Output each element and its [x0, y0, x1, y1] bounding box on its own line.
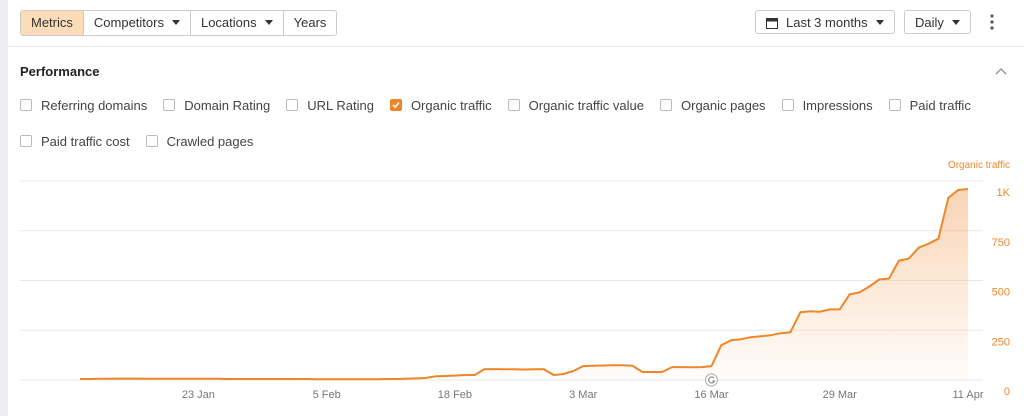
interval-button[interactable]: Daily	[904, 10, 971, 34]
x-tick-label: 29 Mar	[823, 389, 858, 401]
checkbox	[145, 135, 158, 147]
metric-checkbox[interactable]: Paid traffic cost	[20, 131, 130, 151]
tab-group: Metrics Competitors Locations Years	[20, 10, 338, 36]
metric-label: Paid traffic cost	[41, 133, 130, 149]
checkbox	[781, 99, 794, 111]
metric-label: Organic pages	[681, 97, 766, 113]
checkbox	[20, 99, 32, 111]
x-tick-label: 23 Jan	[182, 389, 215, 401]
checkbox	[163, 99, 176, 111]
x-tick-label: 3 Mar	[569, 389, 597, 401]
section-title: Performance	[20, 64, 100, 79]
metric-checkbox[interactable]: Referring domains	[20, 95, 147, 115]
x-tick-label: 18 Feb	[438, 389, 472, 401]
more-menu[interactable]	[989, 14, 995, 30]
metric-checkbox[interactable]: Crawled pages	[145, 131, 254, 151]
x-tick-label: 16 Mar	[694, 389, 729, 401]
divider	[8, 46, 1024, 47]
area	[80, 189, 968, 380]
annotation-marker[interactable]	[704, 373, 718, 387]
y-tick-label: 0	[1004, 386, 1010, 398]
line	[80, 188, 969, 381]
y-tick-label: 1K	[997, 187, 1011, 199]
checkbox	[888, 99, 901, 111]
metric-label: Referring domains	[41, 97, 148, 113]
x-tick-label: 5 Feb	[313, 389, 341, 401]
metric-label: Organic traffic	[410, 97, 492, 113]
y-tick-label: 250	[992, 336, 1010, 348]
metric-checkbox[interactable]: Organic traffic value	[507, 95, 644, 115]
metric-checkbox[interactable]: Organic traffic	[389, 95, 492, 115]
marker-glyph	[708, 376, 716, 384]
metric-checkbox[interactable]: URL Rating	[286, 95, 374, 115]
date-range: Last 3 months	[786, 15, 884, 30]
metric-label: Organic traffic value	[528, 97, 644, 113]
tab[interactable]: Locations	[189, 11, 283, 35]
metric-label: URL Rating	[307, 97, 374, 113]
metric-checkbox[interactable]: Impressions	[781, 95, 873, 115]
tab[interactable]: Competitors	[82, 11, 190, 35]
metric-checkbox[interactable]: Paid traffic	[888, 95, 971, 115]
metric-label: Paid traffic	[909, 97, 971, 113]
y-tick-label: 500	[992, 287, 1010, 299]
y-tick-label: 750	[992, 237, 1010, 249]
collapse-chevron[interactable]	[995, 67, 1007, 75]
calendar-icon	[766, 18, 778, 29]
checkbox	[20, 135, 32, 147]
checkbox	[660, 99, 672, 111]
checkbox	[389, 99, 402, 111]
checkbox	[507, 99, 520, 111]
check	[392, 101, 400, 109]
chart: 0 250 500 750 1K 23 Jan 5 Feb 18 Feb 3 Mar 16 Mar…	[20, 160, 1011, 401]
metric-label: Crawled pages	[166, 133, 254, 149]
metric-list: Referring domains Domain Rating URL Rating…	[20, 95, 990, 151]
marker-circle	[704, 373, 718, 387]
metric-checkbox[interactable]: Organic pages	[660, 95, 766, 115]
tab[interactable]: Metrics	[21, 11, 83, 35]
tab[interactable]: Years	[282, 11, 337, 35]
interval: Daily	[915, 15, 960, 30]
metric-label: Impressions	[802, 97, 873, 113]
card: Metrics Competitors Locations Years Last 3 …	[8, 0, 1024, 416]
metric-checkbox[interactable]: Domain Rating	[163, 95, 270, 115]
checkbox	[286, 99, 299, 111]
date-range-button[interactable]: Last 3 months	[755, 10, 895, 34]
x-tick-label: 11 Apr	[953, 389, 984, 401]
legend-label: Organic traffic	[948, 160, 1010, 171]
metric-label: Domain Rating	[184, 97, 271, 113]
